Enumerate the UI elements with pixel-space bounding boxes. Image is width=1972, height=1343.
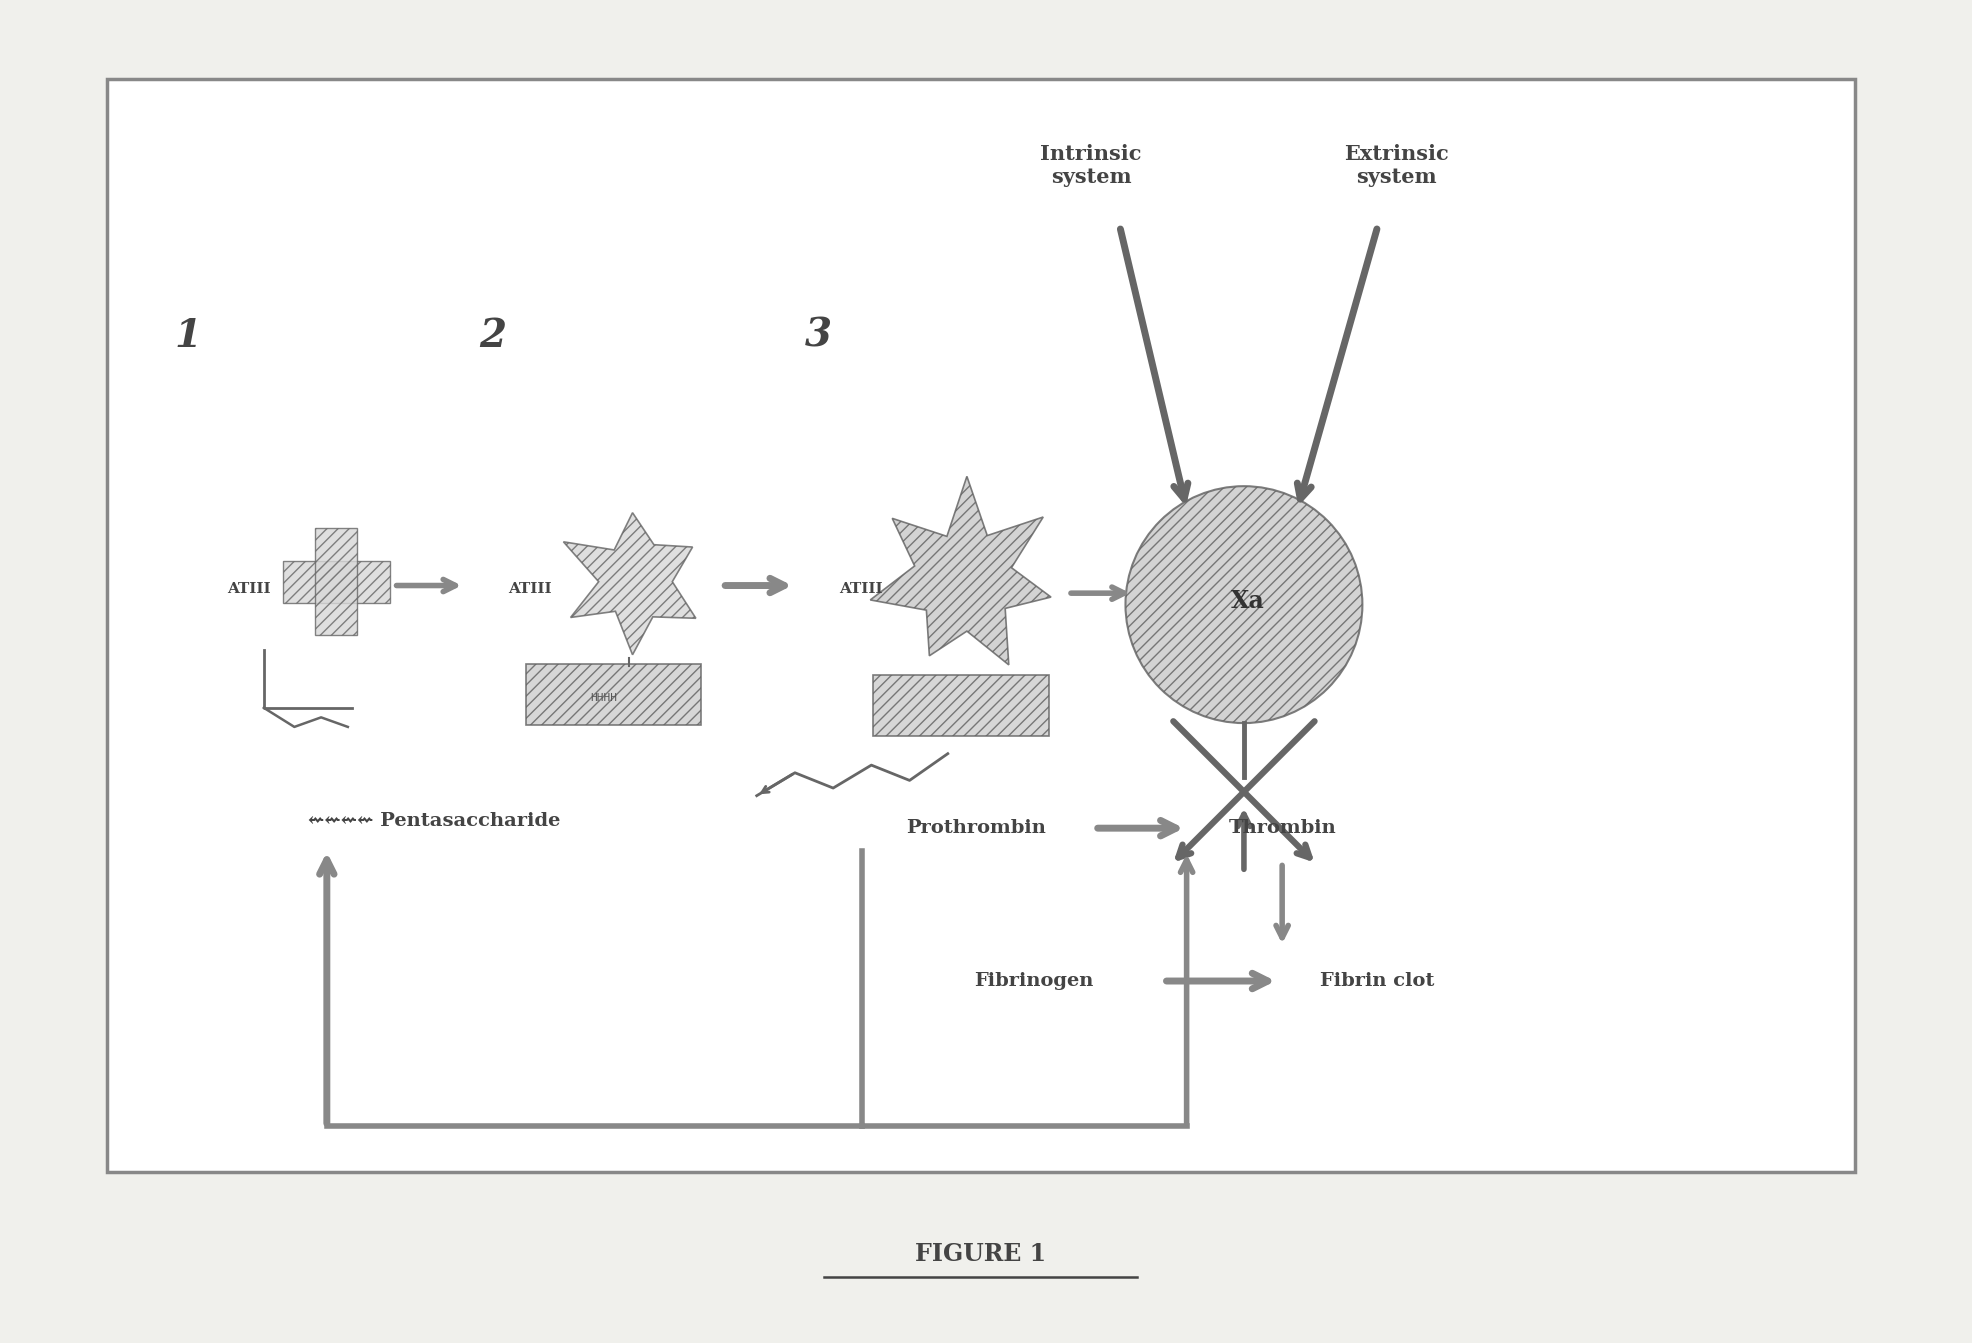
FancyBboxPatch shape bbox=[525, 663, 702, 725]
Text: Intrinsic
system: Intrinsic system bbox=[1041, 144, 1142, 187]
FancyBboxPatch shape bbox=[282, 560, 390, 603]
Text: FIGURE 1: FIGURE 1 bbox=[915, 1242, 1045, 1266]
Polygon shape bbox=[870, 477, 1051, 665]
FancyBboxPatch shape bbox=[316, 528, 357, 635]
Text: Fibrin clot: Fibrin clot bbox=[1321, 972, 1436, 990]
Text: Thrombin: Thrombin bbox=[1229, 819, 1335, 837]
Text: ATIII: ATIII bbox=[227, 583, 270, 596]
Text: ⇜⇜⇜⇜ Pentasaccharide: ⇜⇜⇜⇜ Pentasaccharide bbox=[308, 811, 560, 830]
Text: Fibrinogen: Fibrinogen bbox=[974, 972, 1092, 990]
Text: 3: 3 bbox=[805, 317, 832, 355]
Text: Prothrombin: Prothrombin bbox=[907, 819, 1047, 837]
Text: HHHH: HHHH bbox=[590, 693, 617, 704]
Text: 2: 2 bbox=[479, 317, 507, 355]
Polygon shape bbox=[564, 513, 696, 655]
Text: ATIII: ATIII bbox=[838, 583, 883, 596]
Text: Extrinsic
system: Extrinsic system bbox=[1345, 144, 1449, 187]
FancyBboxPatch shape bbox=[874, 676, 1049, 736]
Text: ATIII: ATIII bbox=[509, 583, 552, 596]
Circle shape bbox=[1126, 486, 1363, 723]
Text: 1: 1 bbox=[174, 317, 201, 355]
FancyBboxPatch shape bbox=[106, 79, 1856, 1172]
Text: Xa: Xa bbox=[1231, 588, 1264, 612]
